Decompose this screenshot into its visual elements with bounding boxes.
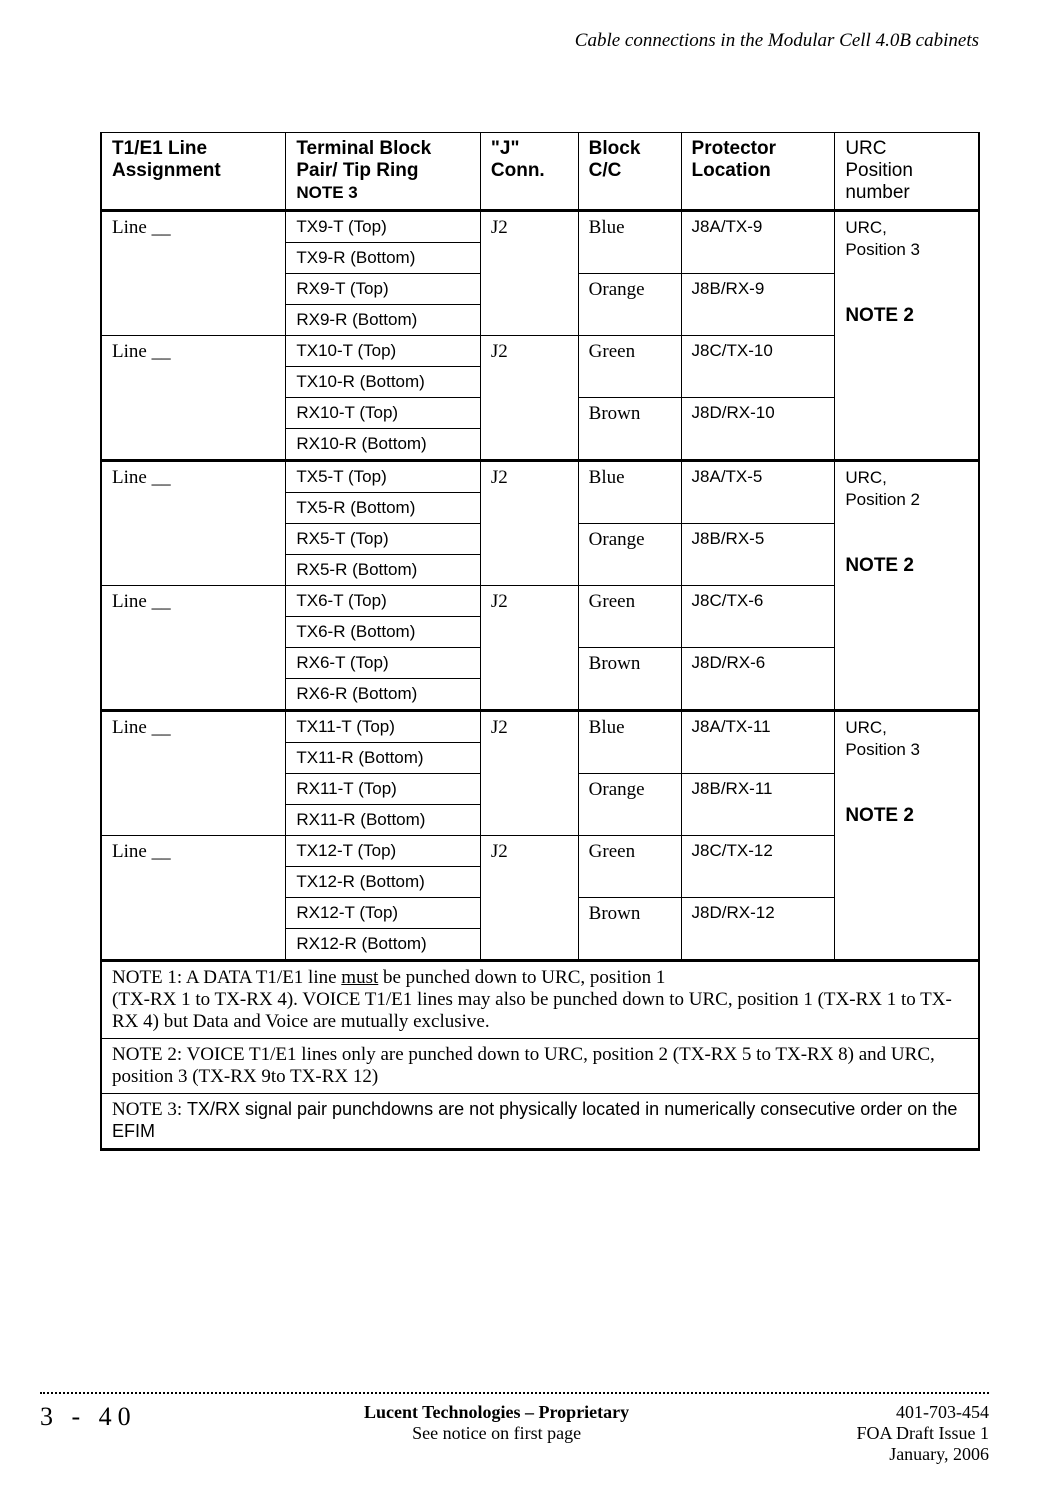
block-cc-cell: Brown bbox=[578, 398, 681, 461]
block-cc-cell: Green bbox=[578, 336, 681, 398]
note1-c: (TX-RX 1 to TX-RX 4). VOICE T1/E1 lines … bbox=[112, 989, 952, 1032]
footer-right: 401-703-454 FOA Draft Issue 1 January, 2… bbox=[857, 1402, 990, 1465]
block-cc-cell: Orange bbox=[578, 774, 681, 836]
block-cc-cell: Blue bbox=[578, 211, 681, 274]
terminal-block-cell: RX6-R (Bottom) bbox=[286, 679, 481, 711]
note1-u: must bbox=[341, 967, 378, 988]
urc-cell: URC,Position 3NOTE 2 bbox=[835, 211, 979, 461]
terminal-block-cell: TX11-R (Bottom) bbox=[286, 743, 481, 774]
col-terminal-label: Terminal Block Pair/ Tip Ring bbox=[296, 138, 431, 181]
note-3: NOTE 3: TX/RX signal pair punchdowns are… bbox=[101, 1094, 979, 1150]
note3-a: NOTE 3: bbox=[112, 1099, 187, 1120]
protector-cell: J8A/TX-5 bbox=[681, 461, 835, 524]
terminal-block-cell: TX6-T (Top) bbox=[286, 586, 481, 617]
terminal-block-cell: RX12-T (Top) bbox=[286, 898, 481, 929]
footer-notice: See notice on first page bbox=[412, 1423, 581, 1443]
terminal-block-cell: TX12-T (Top) bbox=[286, 836, 481, 867]
page-number: 3 - 40 bbox=[40, 1402, 137, 1432]
block-cc-cell: Brown bbox=[578, 648, 681, 711]
protector-cell: J8B/RX-9 bbox=[681, 274, 835, 336]
protector-cell: J8A/TX-9 bbox=[681, 211, 835, 274]
terminal-block-cell: TX10-T (Top) bbox=[286, 336, 481, 367]
terminal-block-cell: RX6-T (Top) bbox=[286, 648, 481, 679]
j-conn-cell: J2 bbox=[480, 711, 578, 836]
page-footer: 3 - 40 Lucent Technologies – Proprietary… bbox=[0, 1392, 1049, 1465]
protector-cell: J8D/RX-10 bbox=[681, 398, 835, 461]
col-j: "J" Conn. bbox=[480, 133, 578, 211]
block-cc-cell: Green bbox=[578, 836, 681, 898]
protector-cell: J8A/TX-11 bbox=[681, 711, 835, 774]
protector-cell: J8B/RX-11 bbox=[681, 774, 835, 836]
terminal-block-cell: RX5-T (Top) bbox=[286, 524, 481, 555]
footer-date: January, 2006 bbox=[889, 1444, 989, 1464]
j-conn-cell: J2 bbox=[480, 586, 578, 711]
header-section-title: Cable connections in the Modular Cell 4.… bbox=[80, 30, 989, 52]
terminal-block-cell: RX5-R (Bottom) bbox=[286, 555, 481, 586]
urc-cell: URC,Position 2NOTE 2 bbox=[835, 461, 979, 711]
terminal-block-cell: RX10-T (Top) bbox=[286, 398, 481, 429]
urc-cell: URC,Position 3NOTE 2 bbox=[835, 711, 979, 961]
note3-b: TX/RX signal pair punchdowns are not phy… bbox=[112, 1099, 957, 1141]
terminal-block-cell: RX12-R (Bottom) bbox=[286, 929, 481, 961]
j-conn-cell: J2 bbox=[480, 836, 578, 961]
block-cc-cell: Blue bbox=[578, 711, 681, 774]
protector-cell: J8B/RX-5 bbox=[681, 524, 835, 586]
block-cc-cell: Orange bbox=[578, 524, 681, 586]
col-block: Block C/C bbox=[578, 133, 681, 211]
col-terminal-note: NOTE 3 bbox=[296, 183, 357, 202]
note-2: NOTE 2: VOICE T1/E1 lines only are punch… bbox=[101, 1039, 979, 1094]
terminal-block-cell: RX9-R (Bottom) bbox=[286, 305, 481, 336]
block-cc-cell: Blue bbox=[578, 461, 681, 524]
col-line: T1/E1 Line Assignment bbox=[101, 133, 286, 211]
protector-cell: J8C/TX-6 bbox=[681, 586, 835, 648]
col-protector: Protector Location bbox=[681, 133, 835, 211]
footer-proprietary: Lucent Technologies – Proprietary bbox=[364, 1402, 629, 1422]
terminal-block-cell: TX6-R (Bottom) bbox=[286, 617, 481, 648]
terminal-block-cell: TX12-R (Bottom) bbox=[286, 867, 481, 898]
assignment-table: T1/E1 Line Assignment Terminal Block Pai… bbox=[100, 132, 980, 1151]
j-conn-cell: J2 bbox=[480, 336, 578, 461]
j-conn-cell: J2 bbox=[480, 461, 578, 586]
terminal-block-cell: RX11-T (Top) bbox=[286, 774, 481, 805]
protector-cell: J8C/TX-12 bbox=[681, 836, 835, 898]
terminal-block-cell: TX9-T (Top) bbox=[286, 211, 481, 243]
block-cc-cell: Green bbox=[578, 586, 681, 648]
line-cell: Line __ bbox=[101, 461, 286, 586]
j-conn-cell: J2 bbox=[480, 211, 578, 336]
terminal-block-cell: TX11-T (Top) bbox=[286, 711, 481, 743]
line-cell: Line __ bbox=[101, 586, 286, 711]
terminal-block-cell: RX10-R (Bottom) bbox=[286, 429, 481, 461]
urc-l3: number bbox=[845, 182, 909, 203]
terminal-block-cell: TX10-R (Bottom) bbox=[286, 367, 481, 398]
terminal-block-cell: TX5-T (Top) bbox=[286, 461, 481, 493]
terminal-block-cell: RX11-R (Bottom) bbox=[286, 805, 481, 836]
terminal-block-cell: TX9-R (Bottom) bbox=[286, 243, 481, 274]
urc-l1: URC bbox=[845, 138, 886, 159]
line-cell: Line __ bbox=[101, 711, 286, 836]
protector-cell: J8D/RX-12 bbox=[681, 898, 835, 961]
note1-a: NOTE 1: A DATA T1/E1 line bbox=[112, 967, 341, 988]
protector-cell: J8C/TX-10 bbox=[681, 336, 835, 398]
footer-issue: FOA Draft Issue 1 bbox=[857, 1423, 990, 1443]
block-cc-cell: Orange bbox=[578, 274, 681, 336]
line-cell: Line __ bbox=[101, 836, 286, 961]
terminal-block-cell: RX9-T (Top) bbox=[286, 274, 481, 305]
protector-cell: J8D/RX-6 bbox=[681, 648, 835, 711]
note-1: NOTE 1: A DATA T1/E1 line must be punche… bbox=[101, 961, 979, 1039]
line-cell: Line __ bbox=[101, 336, 286, 461]
line-cell: Line __ bbox=[101, 211, 286, 336]
col-terminal: Terminal Block Pair/ Tip Ring NOTE 3 bbox=[286, 133, 481, 211]
col-urc: URC Position number bbox=[835, 133, 979, 211]
footer-docnum: 401-703-454 bbox=[896, 1402, 989, 1422]
terminal-block-cell: TX5-R (Bottom) bbox=[286, 493, 481, 524]
footer-center: Lucent Technologies – Proprietary See no… bbox=[364, 1402, 629, 1444]
urc-l2: Position bbox=[845, 160, 913, 181]
note1-b: be punched down to URC, position 1 bbox=[378, 967, 665, 988]
footer-divider bbox=[40, 1392, 989, 1394]
block-cc-cell: Brown bbox=[578, 898, 681, 961]
